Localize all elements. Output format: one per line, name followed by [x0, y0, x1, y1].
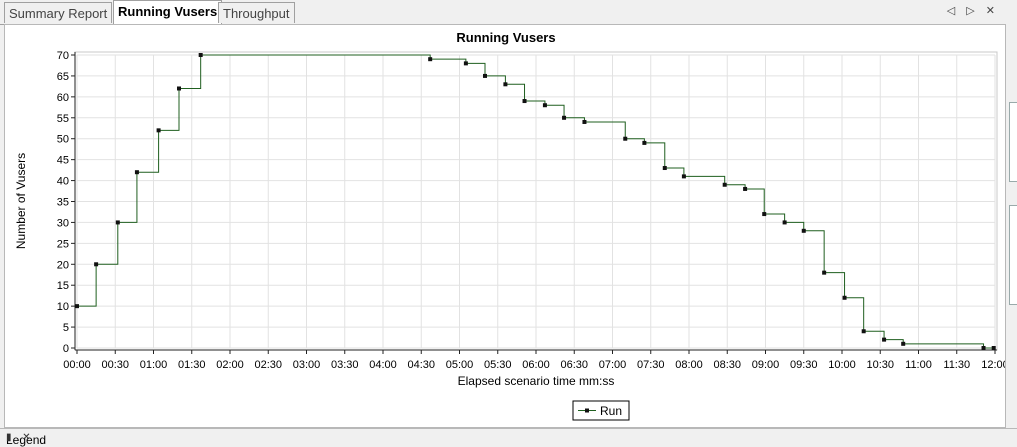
y-tick-label: 0 [63, 343, 69, 355]
y-tick-label: 30 [57, 217, 69, 229]
y-axis-label: Number of Vusers [14, 153, 28, 249]
x-tick-label: 08:00 [675, 359, 703, 371]
y-tick-label: 5 [63, 322, 69, 334]
legend[interactable]: Run [572, 400, 630, 421]
data-point-marker [198, 53, 203, 57]
x-tick-label: 01:30 [178, 359, 206, 371]
y-tick-label: 70 [57, 50, 69, 62]
chart-panel: Running Vusers 0 5 10 15 20 25 30 35 40 45 50 55 60 6… [4, 24, 1009, 428]
y-tick-label: 60 [57, 92, 69, 104]
x-tick-label: 02:30 [254, 359, 282, 371]
x-tick-label: 07:30 [637, 359, 665, 371]
y-tick-label: 40 [57, 176, 69, 188]
x-axis-label: Elapsed scenario time mm:ss [458, 374, 615, 388]
x-tick-label: 11:30 [943, 359, 970, 371]
data-point-marker [463, 61, 468, 66]
x-tick-label: 09:00 [752, 359, 780, 371]
data-point-marker [177, 86, 181, 91]
x-tick-label: 00:30 [101, 359, 129, 371]
y-axis-ticks: 0 5 10 15 20 25 30 35 40 45 50 55 60 65 70 [57, 50, 75, 355]
tab-running-vusers[interactable]: Running Vusers [113, 0, 223, 25]
y-tick-label: 15 [57, 280, 69, 292]
data-point-marker [134, 170, 139, 175]
y-tick-label: 65 [57, 71, 69, 83]
tab-bar: Summary Report Running Vusers Throughput… [0, 0, 1017, 25]
data-point-marker [623, 136, 628, 141]
running-vusers-chart: Running Vusers 0 5 10 15 20 25 30 35 40 45 50 55 60 6… [14, 30, 1009, 421]
data-point-marker [542, 103, 547, 108]
data-point-marker [503, 82, 508, 87]
series-run [75, 53, 996, 350]
x-tick-label: 11:00 [905, 359, 932, 371]
x-tick-label: 08:30 [713, 359, 741, 371]
x-tick-label: 06:00 [522, 359, 550, 371]
pin-icon[interactable]: ▮ ✕ [6, 432, 35, 443]
tab-window-controls[interactable]: ◁ ▷ ✕ [946, 5, 999, 17]
x-tick-label: 04:00 [369, 359, 397, 371]
data-point-marker [75, 304, 79, 309]
data-point-marker [562, 115, 567, 120]
x-tick-label: 12:00 [981, 359, 1005, 371]
x-tick-label: 05:00 [446, 359, 474, 371]
data-point-marker [991, 346, 996, 350]
grid-lines [76, 54, 996, 349]
data-point-marker [483, 73, 487, 78]
data-point-marker [901, 341, 906, 346]
x-tick-label: 00:00 [63, 359, 91, 371]
x-tick-label: 10:00 [828, 359, 856, 371]
data-point-marker [782, 220, 787, 225]
data-point-marker [681, 174, 686, 179]
data-point-marker [743, 186, 748, 191]
y-tick-label: 45 [57, 155, 69, 167]
data-point-marker [522, 99, 527, 104]
y-tick-label: 55 [57, 113, 69, 125]
data-point-marker [115, 220, 120, 225]
x-tick-label: 02:00 [216, 359, 244, 371]
x-tick-label: 06:30 [560, 359, 588, 371]
y-tick-label: 35 [57, 197, 69, 209]
data-point-marker [156, 128, 161, 133]
x-axis-ticks: 00:00 00:30 01:00 01:30 02:00 02:30 03:00 03:30… [63, 350, 1009, 371]
x-tick-label: 03:30 [331, 359, 359, 371]
data-point-marker [801, 228, 806, 233]
legend-label-run: Run [600, 404, 622, 418]
series-line-run [77, 54, 994, 349]
legend-marker-swatch [585, 408, 589, 413]
tab-summary-report[interactable]: Summary Report [4, 2, 113, 23]
right-panel-box-top [1009, 102, 1017, 182]
data-point-marker [642, 140, 647, 145]
data-point-marker [882, 337, 887, 342]
x-tick-label: 07:00 [599, 359, 627, 371]
data-point-marker [582, 119, 587, 124]
y-tick-label: 25 [57, 238, 69, 250]
y-tick-label: 20 [57, 259, 69, 271]
x-tick-label: 09:30 [790, 359, 818, 371]
data-point-marker [94, 262, 99, 267]
data-point-marker [762, 212, 767, 217]
x-tick-label: 10:30 [866, 359, 894, 371]
y-tick-label: 50 [57, 134, 69, 146]
right-panel-box-bottom [1009, 205, 1017, 305]
y-tick-label: 10 [57, 301, 69, 313]
data-point-marker [981, 346, 986, 350]
x-tick-label: 03:00 [293, 359, 321, 371]
x-tick-label: 05:30 [484, 359, 512, 371]
data-point-marker [722, 182, 727, 187]
data-point-marker [861, 329, 866, 334]
data-point-marker [662, 166, 667, 171]
tab-throughput[interactable]: Throughput [218, 2, 295, 23]
data-point-marker [822, 270, 827, 275]
data-point-marker [842, 295, 847, 300]
chart-title: Running Vusers [456, 30, 555, 45]
data-point-marker [428, 57, 433, 62]
legend-box [572, 400, 630, 421]
legend-panel-header: Legend ▮ ✕ [0, 428, 1017, 447]
x-tick-label: 01:00 [140, 359, 168, 371]
x-tick-label: 04:30 [407, 359, 435, 371]
